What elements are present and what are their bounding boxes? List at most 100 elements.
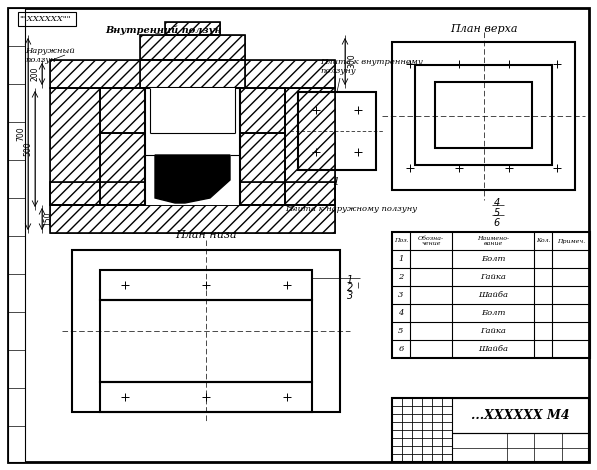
Bar [422, 422, 432, 430]
Bar [392, 446, 402, 454]
Text: Кол.: Кол. [536, 238, 550, 243]
Bar [50, 60, 335, 88]
Bar [140, 60, 245, 88]
Bar [412, 398, 422, 406]
Bar [285, 88, 335, 205]
Bar [100, 133, 145, 205]
Bar [442, 398, 452, 406]
Bar [402, 438, 412, 446]
Bar [392, 438, 402, 446]
Text: 150: 150 [43, 212, 52, 226]
Text: 5: 5 [398, 327, 404, 335]
Bar [422, 454, 432, 462]
Bar [412, 430, 422, 438]
Bar [392, 414, 402, 422]
Bar [402, 414, 412, 422]
Text: 1: 1 [347, 275, 353, 285]
Bar [435, 82, 532, 148]
Bar [422, 446, 432, 454]
Bar [165, 22, 220, 35]
Bar [240, 133, 285, 205]
Bar [422, 430, 432, 438]
Bar [422, 438, 432, 446]
Bar [432, 430, 442, 438]
Bar [240, 182, 335, 205]
Text: Обозна-
чение: Обозна- чение [418, 235, 444, 246]
Bar [240, 133, 285, 205]
Bar [285, 88, 335, 205]
Bar [402, 422, 412, 430]
Bar [392, 454, 402, 462]
Text: Плита к внутреннему
ползуну: Плита к внутреннему ползуну [320, 58, 423, 75]
Text: Плита к наружному ползуну: Плита к наружному ползуну [285, 205, 417, 213]
Bar [432, 454, 442, 462]
Text: План низа: План низа [175, 230, 237, 240]
Bar [392, 232, 590, 358]
Bar [432, 406, 442, 414]
Bar [402, 430, 412, 438]
Bar [100, 270, 312, 300]
Bar [422, 406, 432, 414]
Bar [140, 60, 245, 88]
Bar [402, 398, 412, 406]
Bar [50, 60, 335, 88]
Bar [140, 35, 245, 60]
Bar [452, 398, 589, 433]
Bar [50, 205, 335, 233]
Text: Болт: Болт [481, 309, 505, 317]
Bar [235, 88, 285, 133]
Bar [452, 433, 589, 462]
Bar [392, 42, 575, 190]
Bar [145, 88, 240, 205]
Text: Гайка: Гайка [480, 273, 506, 281]
Text: ...XXXXXX М4: ...XXXXXX М4 [471, 409, 570, 422]
Text: 2: 2 [347, 283, 353, 293]
Bar [100, 382, 312, 412]
Text: 2: 2 [398, 273, 404, 281]
Bar [50, 182, 145, 205]
Text: 700: 700 [16, 127, 25, 141]
Bar [165, 22, 220, 35]
Text: Гайка: Гайка [480, 327, 506, 335]
Text: Шайба: Шайба [478, 345, 508, 353]
Bar [415, 65, 552, 165]
Bar [50, 88, 100, 205]
Bar [240, 182, 335, 205]
Text: План верха: План верха [450, 24, 517, 34]
Bar [150, 88, 235, 133]
Bar [442, 446, 452, 454]
Text: 3: 3 [398, 291, 404, 299]
Bar [412, 454, 422, 462]
Bar [432, 422, 442, 430]
Bar [442, 454, 452, 462]
Text: Наимено-
вание: Наимено- вание [477, 235, 509, 246]
Bar [392, 422, 402, 430]
Bar [442, 422, 452, 430]
Text: Шайба: Шайба [478, 291, 508, 299]
Text: 6: 6 [494, 218, 500, 228]
Bar [442, 414, 452, 422]
Bar [432, 438, 442, 446]
Bar [100, 300, 312, 382]
Bar [392, 398, 402, 406]
Bar [432, 398, 442, 406]
Text: Наружный
ползун: Наружный ползун [25, 47, 75, 64]
Bar [100, 133, 145, 205]
Bar [100, 88, 150, 133]
Bar [50, 205, 335, 233]
Bar [432, 446, 442, 454]
Bar [412, 414, 422, 422]
Bar [412, 406, 422, 414]
Bar [18, 12, 76, 26]
Bar [442, 430, 452, 438]
Bar [72, 250, 340, 412]
Bar [50, 88, 100, 205]
Bar [412, 446, 422, 454]
Text: 500: 500 [23, 141, 32, 157]
Text: 1: 1 [398, 255, 404, 263]
Polygon shape [155, 155, 230, 203]
Text: 5: 5 [494, 208, 500, 218]
Text: 3: 3 [347, 291, 353, 301]
Text: 4: 4 [494, 198, 500, 208]
Bar [8, 8, 25, 462]
